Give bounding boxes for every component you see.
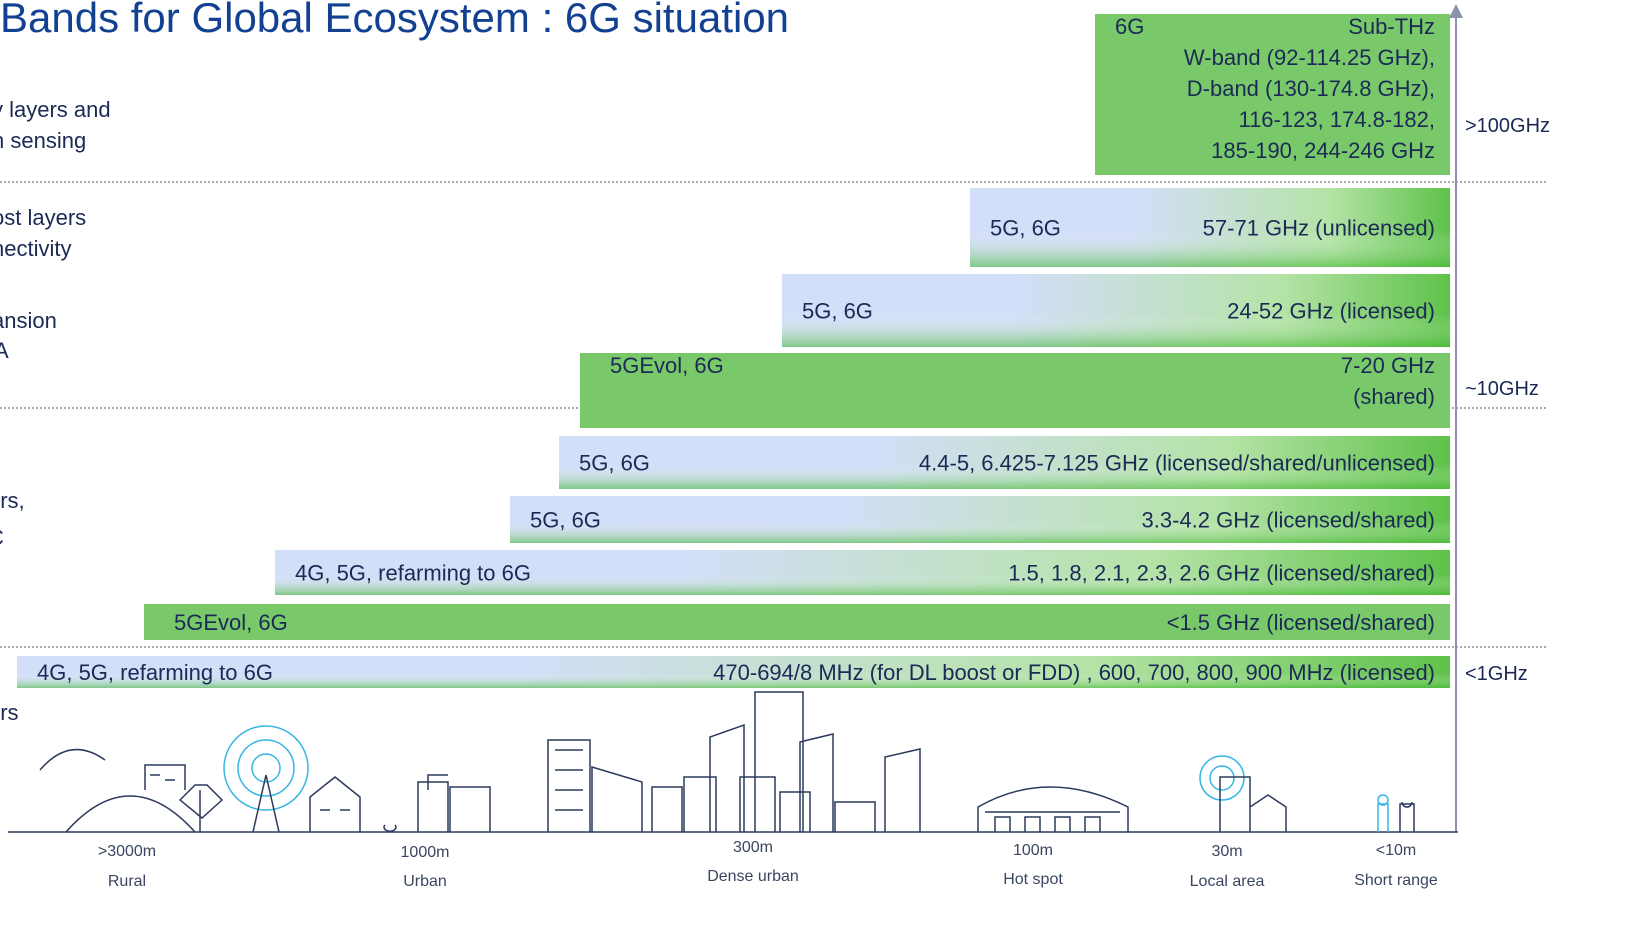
band-tech: 5G, 6G xyxy=(802,299,873,324)
frequency-label: <1GHz xyxy=(1465,663,1528,685)
band-range: 185-190, 244-246 GHz xyxy=(1211,138,1435,163)
side-note: ers, xyxy=(0,488,25,513)
slide: Bands for Global Ecosystem : 6G situatio… xyxy=(0,0,1637,927)
band: 5GEvol, 6G 7-20 GHz (shared) xyxy=(580,353,1450,428)
cityscape xyxy=(8,692,1458,832)
range-area: Rural xyxy=(108,873,146,890)
band-range: D-band (130-174.8 GHz), xyxy=(1187,76,1435,101)
range-distance: 30m xyxy=(1211,843,1242,860)
range-distance: <10m xyxy=(1376,842,1416,859)
band: 5G, 6G 57-71 GHz (unlicensed) xyxy=(970,188,1450,267)
side-note: ers xyxy=(0,700,19,725)
frequency-label: ~10GHz xyxy=(1465,378,1539,400)
band: 5G, 6G 3.3-4.2 GHz (licensed/shared) xyxy=(510,496,1450,543)
band-tech: 5GEvol, 6G xyxy=(174,610,288,635)
side-note: C xyxy=(0,525,4,550)
band-range: 7-20 GHz xyxy=(1341,353,1435,378)
range-area: Short range xyxy=(1354,872,1438,889)
band: 4G, 5G, refarming to 6G 470-694/8 MHz (fo… xyxy=(17,656,1450,688)
band: 5G, 6G 4.4-5, 6.425-7.125 GHz (licensed/s… xyxy=(559,436,1450,489)
band-range: 1.5, 1.8, 2.1, 2.3, 2.6 GHz (licensed/sh… xyxy=(1008,561,1435,586)
side-note: ansion xyxy=(0,308,57,333)
range-distance: 300m xyxy=(733,839,773,856)
band-range: 3.3-4.2 GHz (licensed/shared) xyxy=(1142,508,1435,533)
band-tech: 5G, 6G xyxy=(530,508,601,533)
band-range: <1.5 GHz (licensed/shared) xyxy=(1167,610,1435,635)
range-area: Hot spot xyxy=(1003,871,1063,888)
side-note: ost layers xyxy=(0,205,86,230)
band-range: 116-123, 174.8-182, xyxy=(1238,107,1435,132)
band-tech: 6G xyxy=(1115,14,1144,39)
band-range: 24-52 GHz (licensed) xyxy=(1227,299,1435,324)
axis-arrow xyxy=(1449,4,1463,832)
band-tech: 5G, 6G xyxy=(990,216,1061,241)
band-tech: 5GEvol, 6G xyxy=(610,353,724,378)
side-note: A xyxy=(0,338,9,363)
range-area: Local area xyxy=(1190,873,1265,890)
band-tech: 5G, 6G xyxy=(579,451,650,476)
range-area: Urban xyxy=(403,873,447,890)
band-range: 4.4-5, 6.425-7.125 GHz (licensed/shared/… xyxy=(919,451,1435,476)
range-distance: >3000m xyxy=(98,843,156,860)
band-range: (shared) xyxy=(1353,384,1435,409)
band-tech: 4G, 5G, refarming to 6G xyxy=(37,660,273,685)
band: 5GEvol, 6G <1.5 GHz (licensed/shared) xyxy=(144,604,1450,640)
side-note: nectivity xyxy=(0,236,71,261)
band-range: W-band (92-114.25 GHz), xyxy=(1184,45,1435,70)
side-note: n sensing xyxy=(0,128,86,153)
range-area: Dense urban xyxy=(707,868,799,885)
range-distance: 1000m xyxy=(401,844,450,861)
band: 5G, 6G 24-52 GHz (licensed) xyxy=(782,274,1450,347)
range-distance: 100m xyxy=(1013,842,1053,859)
band: 4G, 5G, refarming to 6G 1.5, 1.8, 2.1, 2.… xyxy=(275,550,1450,595)
frequency-label: >100GHz xyxy=(1465,115,1550,137)
band-range: 470-694/8 MHz (for DL boost or FDD) , 60… xyxy=(713,660,1435,685)
band: 6G Sub-THz W-band (92-114.25 GHz), D-band (… xyxy=(1095,14,1450,175)
band-range: 57-71 GHz (unlicensed) xyxy=(1203,216,1435,241)
side-note: y layers and xyxy=(0,97,111,122)
band-tech: 4G, 5G, refarming to 6G xyxy=(295,561,531,586)
band-range: Sub-THz xyxy=(1348,14,1435,39)
title: Bands for Global Ecosystem : 6G situatio… xyxy=(0,0,789,41)
